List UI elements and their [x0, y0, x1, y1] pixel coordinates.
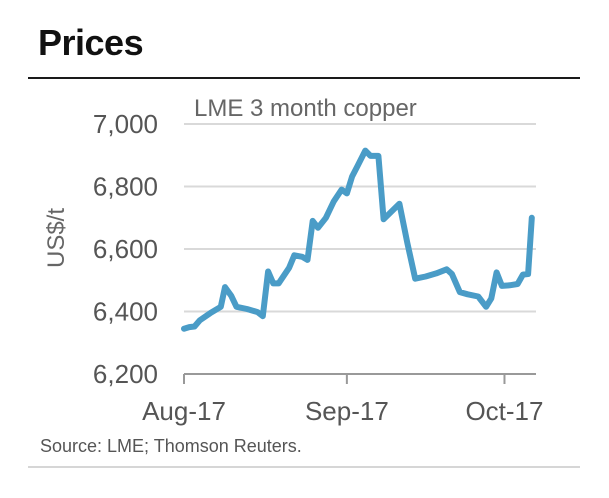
x-axis	[183, 373, 536, 384]
data-point	[391, 211, 393, 212]
page-title: Prices	[38, 22, 144, 63]
data-point	[267, 271, 269, 272]
data-point	[209, 312, 211, 314]
data-point	[278, 282, 280, 284]
data-point	[341, 189, 343, 191]
data-point	[398, 203, 400, 205]
data-point	[301, 256, 303, 258]
bottom-divider	[28, 466, 580, 468]
x-tick-label: Aug-17	[142, 396, 226, 426]
data-point	[477, 296, 479, 297]
data-point	[246, 308, 248, 310]
data-point	[435, 272, 437, 274]
data-point	[496, 271, 498, 273]
data-point	[317, 227, 319, 229]
x-tick-label: Oct-17	[465, 396, 543, 426]
source-note: Source: LME; Thomson Reuters.	[40, 436, 302, 456]
data-point	[312, 220, 314, 222]
grid-lines	[184, 123, 536, 313]
data-point	[414, 278, 416, 280]
chart-title: LME 3 month copper	[194, 95, 417, 122]
data-point	[183, 328, 185, 330]
data-point	[467, 293, 469, 295]
data-point	[351, 176, 353, 177]
data-point	[406, 242, 408, 244]
title-divider	[28, 77, 580, 79]
y-axis-title: US$/t	[43, 208, 70, 268]
data-point	[224, 286, 226, 288]
data-point	[383, 218, 385, 220]
data-point	[485, 306, 487, 308]
data-point	[230, 295, 232, 297]
data-point	[531, 217, 533, 219]
data-point	[364, 150, 366, 152]
y-axis-labels: 7,000 6,800 6,600 6,400 6,200	[93, 109, 158, 389]
data-point	[346, 192, 348, 194]
data-point	[288, 267, 290, 269]
data-point	[236, 306, 238, 308]
data-point	[194, 326, 196, 327]
y-tick-label: 6,400	[93, 297, 158, 327]
data-point	[306, 259, 308, 261]
x-tick-label: Sep-17	[305, 396, 389, 426]
data-point	[446, 268, 448, 270]
data-point	[257, 311, 259, 313]
data-point	[333, 201, 335, 202]
series-group	[181, 147, 535, 332]
y-tick-label: 7,000	[93, 109, 158, 139]
series-line	[181, 147, 535, 332]
data-point	[272, 282, 274, 284]
data-point	[356, 165, 358, 167]
data-point	[188, 326, 190, 328]
data-point	[451, 273, 453, 275]
data-point	[490, 297, 492, 299]
data-point	[220, 306, 222, 308]
x-axis-labels: Aug-17 Sep-17 Oct-17	[142, 396, 543, 426]
data-point	[425, 276, 427, 277]
y-tick-label: 6,200	[93, 359, 158, 389]
data-point	[293, 254, 295, 256]
data-point	[370, 155, 372, 157]
data-point	[262, 315, 264, 317]
data-point	[325, 217, 327, 219]
data-point	[509, 284, 511, 286]
data-point	[377, 155, 379, 157]
y-tick-label: 6,800	[93, 172, 158, 202]
data-point	[527, 273, 529, 275]
data-point	[517, 283, 519, 285]
data-point	[459, 291, 461, 293]
data-point	[199, 319, 201, 321]
data-point	[501, 285, 503, 287]
data-point	[522, 274, 524, 276]
y-tick-label: 6,600	[93, 234, 158, 264]
